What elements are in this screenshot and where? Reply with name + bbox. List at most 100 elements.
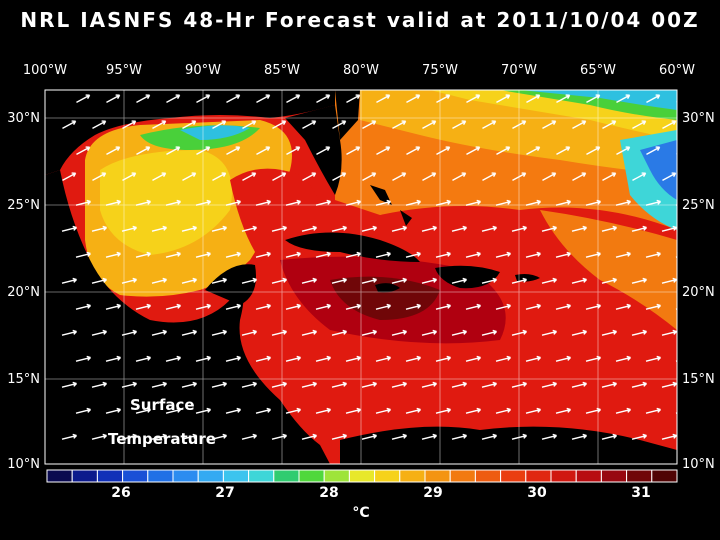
- wind-arrow: [465, 251, 482, 258]
- wind-arrow: [301, 433, 318, 440]
- wind-arrow: [211, 381, 228, 388]
- wind-arrow: [195, 355, 212, 362]
- wind-arrow: [361, 433, 378, 440]
- lon-label: 65°W: [580, 63, 616, 78]
- wind-arrow: [662, 172, 677, 182]
- wind-arrow: [122, 172, 137, 182]
- wind-arrow: [615, 407, 632, 414]
- wind-arrow: [541, 329, 558, 336]
- wind-arrow: [136, 146, 151, 156]
- wind-arrow: [196, 94, 211, 104]
- wind-arrow: [406, 146, 421, 156]
- wind-arrow: [255, 355, 272, 362]
- wind-arrow: [211, 433, 228, 440]
- wind-arrow: [391, 381, 408, 388]
- colorbar-swatch: [525, 469, 552, 483]
- wind-arrow: [135, 199, 152, 206]
- wind-arrow: [361, 329, 378, 336]
- wind-arrow: [302, 120, 317, 130]
- wind-arrow: [226, 146, 241, 156]
- wind-arrow: [466, 94, 481, 104]
- wind-arrow: [225, 407, 242, 414]
- wind-arrow: [315, 355, 332, 362]
- wind-arrow: [92, 172, 107, 182]
- wind-vectors: [61, 94, 677, 440]
- wind-arrow: [272, 120, 287, 130]
- wind-arrow: [675, 360, 677, 362]
- wind-arrow: [225, 199, 242, 206]
- wind-arrow: [315, 199, 332, 206]
- wind-arrow: [451, 433, 468, 440]
- wind-arrow: [495, 355, 512, 362]
- wind-arrow: [616, 146, 631, 156]
- wind-arrow: [631, 433, 648, 440]
- wind-arrow: [482, 120, 497, 130]
- wind-arrow: [242, 120, 257, 130]
- latitude-labels-left: 30°N 25°N 20°N 15°N 10°N: [7, 111, 40, 472]
- colorbar-swatch: [323, 469, 350, 483]
- wind-arrow: [481, 225, 498, 232]
- colorbar-swatch: [172, 469, 199, 483]
- colorbar-swatch: [46, 469, 73, 483]
- wind-arrow: [181, 381, 198, 388]
- wind-arrow: [585, 303, 602, 310]
- wind-arrow: [615, 199, 632, 206]
- overlay-label-surface: Surface: [130, 396, 195, 414]
- wind-arrow: [405, 251, 422, 258]
- wind-arrow: [61, 225, 78, 232]
- lat-label: 25°N: [7, 198, 40, 213]
- colorbar-swatch: [122, 469, 149, 483]
- wind-arrow: [511, 225, 528, 232]
- wind-arrow: [555, 355, 572, 362]
- wind-arrow: [421, 277, 438, 284]
- wind-arrow: [616, 94, 631, 104]
- wind-arrow: [452, 172, 467, 182]
- colorbar-swatch: [474, 469, 502, 483]
- wind-arrow: [151, 433, 168, 440]
- lat-label: 20°N: [7, 285, 40, 300]
- wind-arrow: [62, 172, 77, 182]
- wind-arrow: [301, 277, 318, 284]
- colorbar-swatch: [449, 469, 476, 483]
- wind-arrow: [76, 146, 91, 156]
- wind-arrow: [181, 225, 198, 232]
- wind-arrow: [436, 146, 451, 156]
- wind-arrow: [255, 303, 272, 310]
- wind-arrow: [631, 277, 648, 284]
- wind-arrow: [541, 433, 558, 440]
- colorbar-tick-label: 26: [111, 485, 130, 501]
- colorbar-ticks: 26 27 28 29 30 31: [111, 485, 650, 501]
- lat-label: 15°N: [7, 372, 40, 387]
- wind-arrow: [586, 146, 601, 156]
- wind-arrow: [255, 407, 272, 414]
- wind-arrow: [271, 277, 288, 284]
- wind-arrow: [525, 199, 542, 206]
- wind-arrow: [331, 329, 348, 336]
- wind-arrow: [181, 433, 198, 440]
- colorbar-swatch: [147, 469, 174, 483]
- wind-arrow: [225, 251, 242, 258]
- wind-arrow: [435, 303, 452, 310]
- wind-arrow: [391, 225, 408, 232]
- lon-label: 75°W: [422, 63, 458, 78]
- wind-arrow: [136, 94, 151, 104]
- wind-arrow: [195, 407, 212, 414]
- wind-arrow: [301, 381, 318, 388]
- colorbar-swatch: [96, 469, 124, 483]
- wind-arrow: [511, 329, 528, 336]
- wind-arrow: [512, 172, 527, 182]
- lat-label: 10°N: [682, 457, 715, 472]
- wind-arrow: [495, 303, 512, 310]
- latitude-labels-right: 30°N 25°N 20°N 15°N 10°N: [682, 111, 715, 472]
- wind-arrow: [182, 120, 197, 130]
- wind-arrow: [511, 277, 528, 284]
- wind-arrow: [195, 251, 212, 258]
- colorbar-swatch: [348, 469, 376, 483]
- colorbar-swatch: [222, 469, 250, 483]
- wind-arrow: [315, 407, 332, 414]
- wind-arrow: [315, 303, 332, 310]
- wind-arrow: [285, 251, 302, 258]
- wind-arrow: [571, 225, 588, 232]
- wind-arrow: [392, 172, 407, 182]
- wind-arrow: [241, 381, 258, 388]
